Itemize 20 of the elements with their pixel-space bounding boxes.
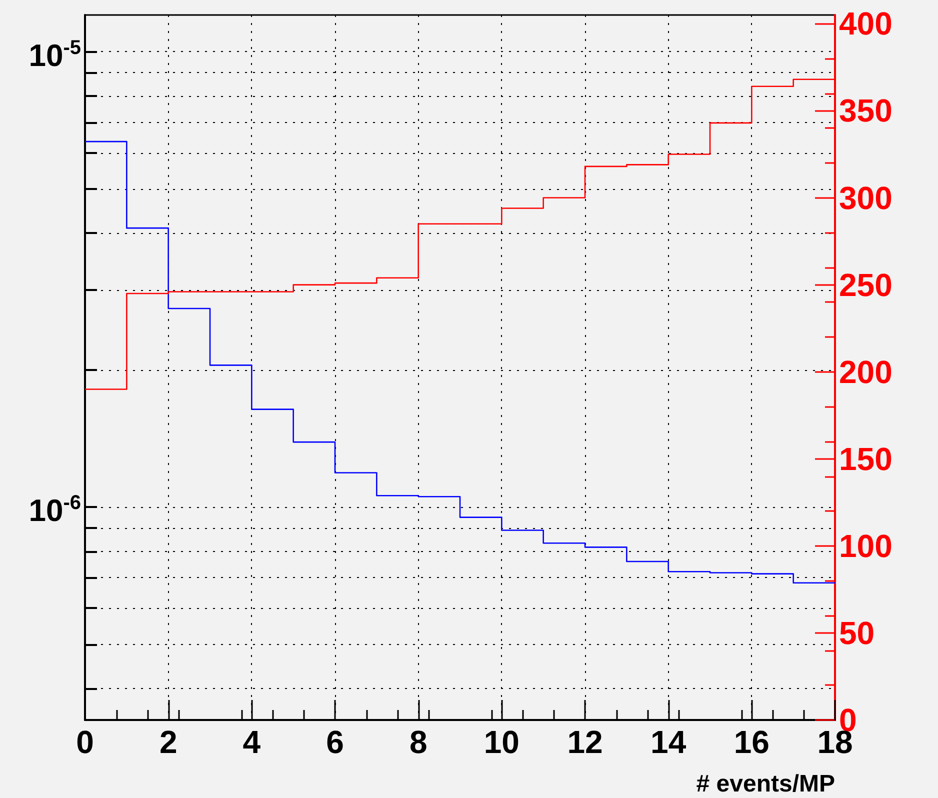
x-tick-label: 4: [242, 724, 261, 760]
x-tick-label: 14: [650, 724, 686, 760]
y2-tick-label: 50: [839, 614, 875, 651]
y2-tick-label: 150: [839, 440, 892, 477]
x-tick-label: 2: [159, 724, 178, 760]
x-tick-label: 16: [734, 724, 770, 760]
y2-tick-label: 250: [839, 266, 892, 303]
y2-tick-label: 350: [839, 92, 892, 129]
y2-tick-label: 200: [839, 354, 892, 390]
x-tick-label: 0: [76, 724, 94, 760]
y-tick-label: 10$^{-6}$: [28, 491, 81, 530]
x-tick-label: 6: [326, 724, 344, 760]
x-tick-label: 8: [409, 724, 428, 760]
x-axis-title: # events/MP: [696, 770, 835, 798]
y2-tick-label: 400: [839, 6, 892, 42]
y2-tick-label: 300: [839, 180, 892, 216]
y-tick-label: 10$^{-5}$: [28, 36, 81, 74]
x-tick-label: 12: [567, 724, 603, 760]
y2-tick-label: 100: [839, 528, 892, 564]
x-tick-label: 10: [484, 724, 520, 760]
